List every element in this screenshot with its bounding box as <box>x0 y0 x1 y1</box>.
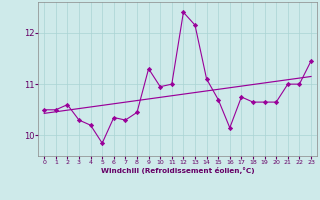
X-axis label: Windchill (Refroidissement éolien,°C): Windchill (Refroidissement éolien,°C) <box>101 167 254 174</box>
